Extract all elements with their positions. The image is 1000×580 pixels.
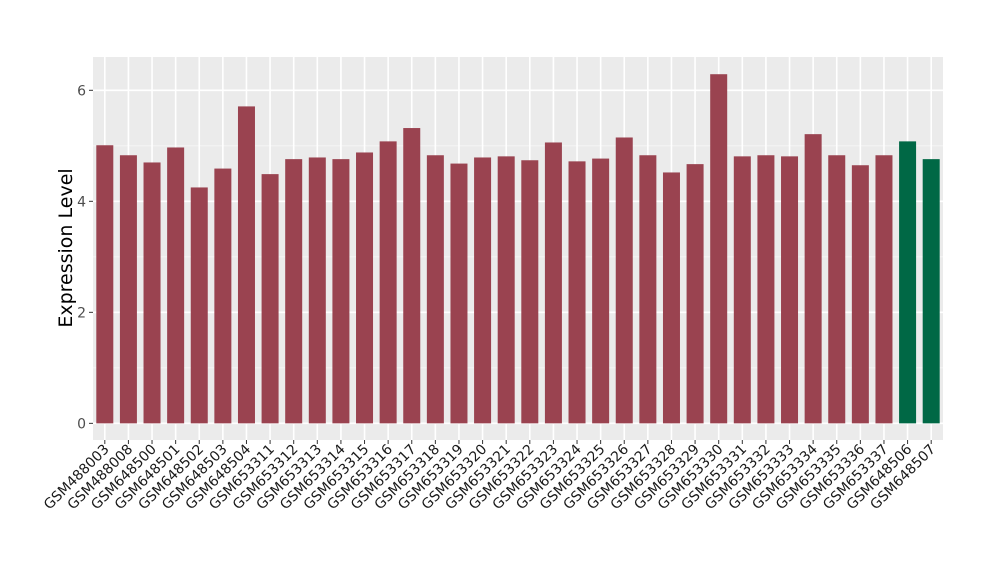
bar-GSM648501 [167,147,185,424]
bar-GSM653335 [828,155,846,424]
y-axis-label: Expression Level [55,168,77,327]
bar-GSM653317 [403,128,421,424]
bar-GSM653330 [710,74,728,424]
y-tick-label: 0 [77,416,86,432]
y-tick-label: 6 [77,83,86,99]
bar-GSM653311 [261,174,279,424]
y-axis: 0 2 4 6 [77,83,93,432]
bar-GSM653323 [544,142,562,424]
bar-GSM653322 [521,160,539,424]
y-tick-label: 4 [77,194,86,210]
bar-GSM653325 [592,158,610,424]
bar-GSM653337 [875,155,893,424]
bar-GSM488003 [96,145,114,424]
bar-GSM488008 [119,155,137,424]
bar-GSM653336 [851,165,869,424]
bar-GSM653315 [356,152,374,424]
bar-GSM653327 [639,155,657,424]
x-axis: GSM488003GSM488008GSM648500GSM648501GSM6… [41,440,939,513]
bar-GSM653321 [497,156,515,424]
bar-GSM648507 [922,159,940,424]
bar-GSM653312 [285,159,303,424]
bar-GSM653332 [757,155,775,424]
bar-GSM653318 [426,155,444,424]
bar-GSM653319 [450,163,468,424]
bar-GSM648506 [899,141,917,424]
bar-GSM653329 [686,164,704,424]
bar-GSM653333 [781,156,799,424]
bar-GSM653334 [804,134,822,424]
bar-GSM653331 [733,156,751,424]
bar-GSM648502 [190,187,208,424]
bar-GSM653326 [615,137,633,424]
bar-GSM653328 [662,172,680,424]
y-tick-label: 2 [77,305,86,321]
bar-GSM653313 [308,157,326,424]
bar-GSM653316 [379,141,397,424]
bar-GSM653314 [332,159,350,424]
plot-panel [93,57,943,440]
bars [96,74,940,424]
bar-GSM653320 [474,157,492,424]
bar-GSM653324 [568,161,586,424]
bar-GSM648504 [237,106,255,424]
bar-GSM648500 [143,162,161,424]
bar-GSM648503 [214,168,232,424]
